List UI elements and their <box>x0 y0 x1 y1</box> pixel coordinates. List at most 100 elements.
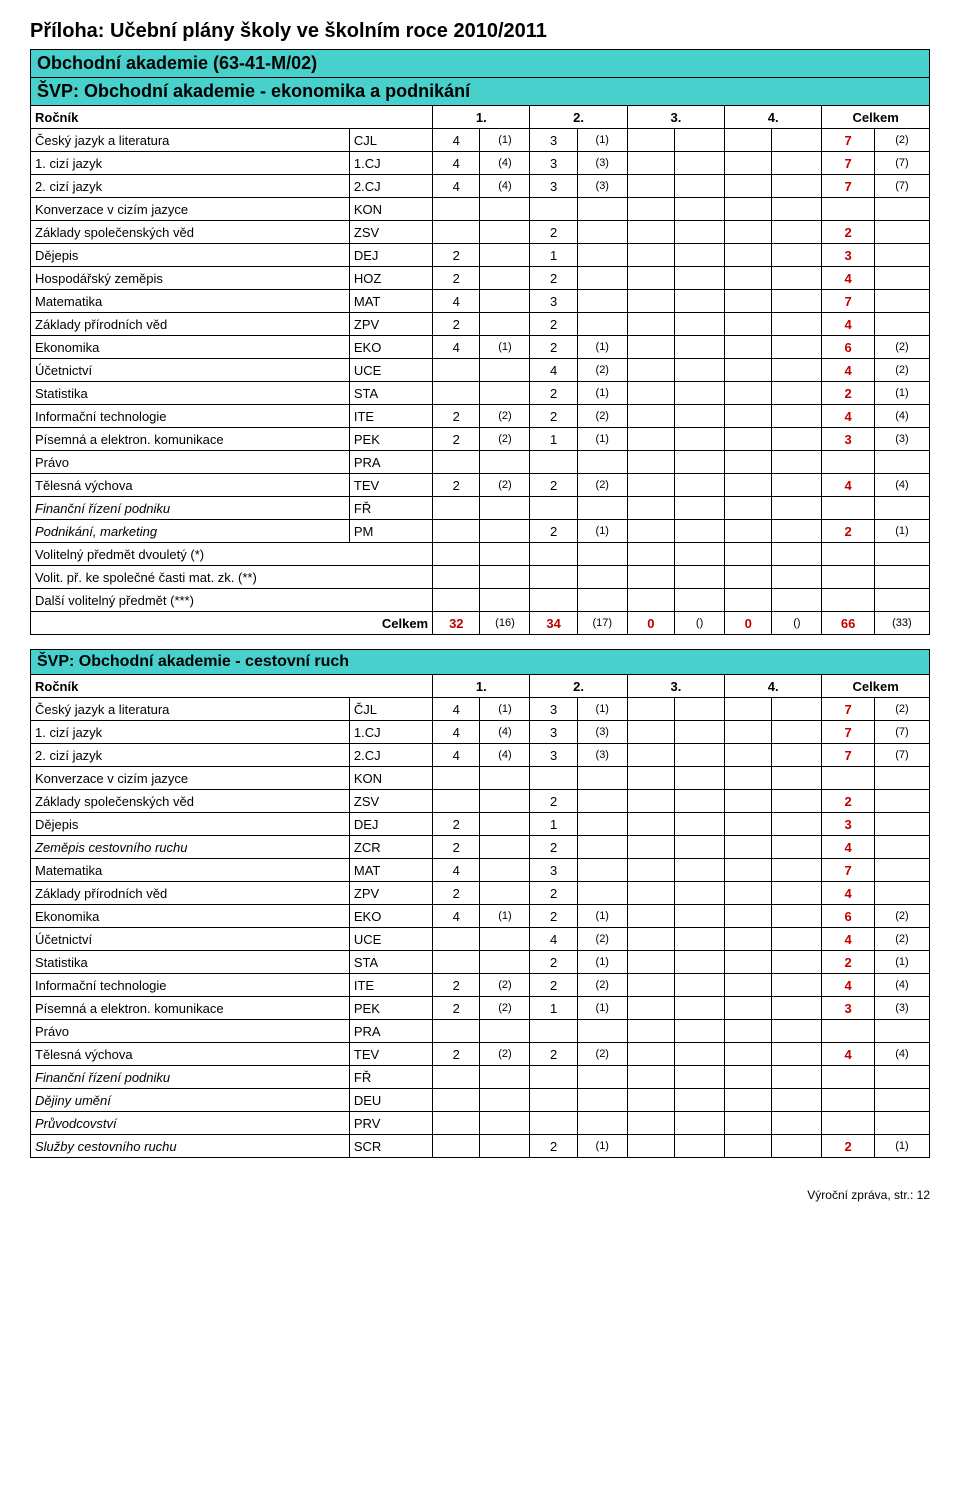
row-total: 7 <box>822 721 875 744</box>
cell <box>530 1112 577 1135</box>
cell <box>433 1089 480 1112</box>
cell: 4 <box>530 928 577 951</box>
subject-name: Dějepis <box>31 813 350 836</box>
cell <box>480 1020 530 1043</box>
cell <box>530 566 577 589</box>
cell <box>627 836 674 859</box>
row-total: 4 <box>822 267 875 290</box>
cell <box>675 1066 725 1089</box>
subject-name: Statistika <box>31 951 350 974</box>
subject-code: 2.CJ <box>349 744 432 767</box>
row-total <box>822 1089 875 1112</box>
hdr-rocnik: Ročník <box>31 106 433 129</box>
cell <box>480 543 530 566</box>
row-total-par: (2) <box>874 359 929 382</box>
cell <box>725 721 772 744</box>
cell <box>725 951 772 974</box>
cell <box>530 198 577 221</box>
cell <box>675 721 725 744</box>
cell: 4 <box>433 336 480 359</box>
cell <box>433 1020 480 1043</box>
subject-code: EKO <box>349 905 432 928</box>
cell <box>725 198 772 221</box>
subject-code: EKO <box>349 336 432 359</box>
hdr2-3: 3. <box>627 675 724 698</box>
row-total-par <box>874 244 929 267</box>
cell <box>480 290 530 313</box>
cell <box>772 290 822 313</box>
cell <box>627 520 674 543</box>
cell <box>577 566 627 589</box>
cell: (1) <box>577 382 627 405</box>
cell <box>577 790 627 813</box>
table-1: Obchodní akademie (63-41-M/02) ŠVP: Obch… <box>30 49 930 635</box>
cell: 2 <box>530 336 577 359</box>
row-total: 4 <box>822 836 875 859</box>
subject-code: FŘ <box>349 497 432 520</box>
cell: 4 <box>433 698 480 721</box>
cell <box>772 813 822 836</box>
cell <box>675 382 725 405</box>
subject-name: Průvodcovství <box>31 1112 350 1135</box>
cell: (2) <box>480 474 530 497</box>
subject-code: PEK <box>349 428 432 451</box>
table-row: 1. cizí jazyk1.CJ4(4)3(3)7(7) <box>31 152 930 175</box>
cell <box>725 129 772 152</box>
subject-name: Základy společenských věd <box>31 221 350 244</box>
subject-code: HOZ <box>349 267 432 290</box>
row-total-par <box>874 767 929 790</box>
row-total-par: (2) <box>874 905 929 928</box>
cell <box>577 267 627 290</box>
table-row: DějepisDEJ213 <box>31 244 930 267</box>
hdr-celkem: Celkem <box>822 106 930 129</box>
cell <box>772 520 822 543</box>
row-total-par: (3) <box>874 428 929 451</box>
subject-name: Informační technologie <box>31 974 350 997</box>
row-total-par: (2) <box>874 928 929 951</box>
cell <box>675 267 725 290</box>
row-total: 2 <box>822 382 875 405</box>
subject-code: PRV <box>349 1112 432 1135</box>
cell: 4 <box>433 129 480 152</box>
footer: Výroční zpráva, str.: 12 <box>30 1188 930 1202</box>
cell: 2 <box>530 905 577 928</box>
cell <box>530 1020 577 1043</box>
cell: 2 <box>530 267 577 290</box>
row-total: 7 <box>822 744 875 767</box>
cell <box>577 497 627 520</box>
cell: 2 <box>433 267 480 290</box>
cell <box>433 198 480 221</box>
cell <box>725 520 772 543</box>
cell <box>725 474 772 497</box>
row-total <box>822 566 875 589</box>
cell: (2) <box>577 359 627 382</box>
row-total-par <box>874 290 929 313</box>
cell <box>772 451 822 474</box>
table-row: StatistikaSTA2(1)2(1) <box>31 382 930 405</box>
cell: 1 <box>530 244 577 267</box>
row-total: 3 <box>822 813 875 836</box>
row-total-par <box>874 1020 929 1043</box>
cell <box>577 198 627 221</box>
cell <box>433 1135 480 1158</box>
cell: (3) <box>577 152 627 175</box>
row-total-par <box>874 836 929 859</box>
cell <box>772 152 822 175</box>
cell: 2 <box>530 520 577 543</box>
cell <box>725 882 772 905</box>
cell <box>627 928 674 951</box>
cell: 4 <box>433 859 480 882</box>
row-total: 4 <box>822 882 875 905</box>
hdr-3: 3. <box>627 106 724 129</box>
subject-name: Matematika <box>31 859 350 882</box>
cell: 3 <box>530 290 577 313</box>
cell <box>577 1089 627 1112</box>
cell <box>433 359 480 382</box>
row-total-par: (7) <box>874 721 929 744</box>
table-row: Tělesná výchovaTEV2(2)2(2)4(4) <box>31 1043 930 1066</box>
cell <box>480 221 530 244</box>
cell <box>772 474 822 497</box>
cell <box>627 267 674 290</box>
cell: 3 <box>530 698 577 721</box>
cell <box>675 928 725 951</box>
